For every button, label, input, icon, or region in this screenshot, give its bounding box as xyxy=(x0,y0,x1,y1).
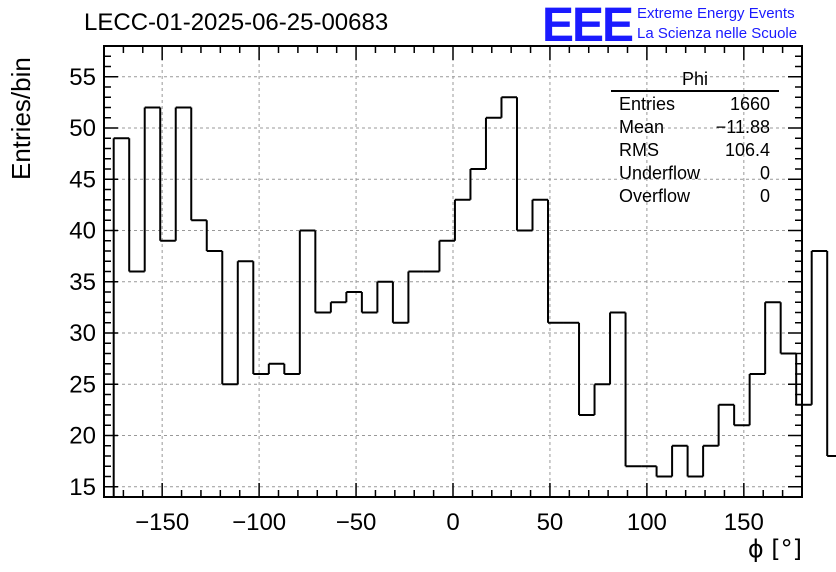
stats-label: Entries xyxy=(619,94,676,114)
stats-value: 106.4 xyxy=(724,140,770,160)
stats-label: RMS xyxy=(619,140,659,160)
x-axis-label: ϕ [°] xyxy=(747,535,802,563)
stats-value: 0 xyxy=(759,186,770,206)
y-tick-label: 55 xyxy=(69,64,96,91)
stats-row-entries: Entries 1660 xyxy=(611,93,779,116)
x-tick-label: −150 xyxy=(135,509,189,536)
y-tick-label: 40 xyxy=(69,218,96,245)
y-axis-label: Entries/bin xyxy=(6,57,36,180)
stats-value: −11.88 xyxy=(715,117,770,137)
y-tick-label: 35 xyxy=(69,269,96,296)
plot-frame xyxy=(103,45,803,498)
x-tick-label: 0 xyxy=(446,509,459,536)
x-tick-label: 50 xyxy=(537,509,564,536)
eee-logo: EEE xyxy=(542,0,634,52)
stats-label: Underflow xyxy=(619,163,701,183)
stats-box: Phi Entries 1660 Mean −11.88 RMS 106.4 U… xyxy=(611,69,779,208)
stats-row-mean: Mean −11.88 xyxy=(611,116,779,139)
stats-row-overflow: Overflow 0 xyxy=(611,185,779,208)
chart-title: LECC-01-2025-06-25-00683 xyxy=(84,9,389,36)
x-tick-label: −50 xyxy=(336,509,377,536)
stats-label: Overflow xyxy=(619,186,691,206)
y-tick-label: 20 xyxy=(69,423,96,450)
stats-row-underflow: Underflow 0 xyxy=(611,162,779,185)
stats-value: 0 xyxy=(759,163,770,183)
stats-row-rms: RMS 106.4 xyxy=(611,139,779,162)
y-tick-label: 30 xyxy=(69,320,96,347)
y-tick-label: 50 xyxy=(69,115,96,142)
stats-title: Phi xyxy=(611,69,779,92)
y-tick-label: 25 xyxy=(69,371,96,398)
x-tick-label: 100 xyxy=(627,509,667,536)
logo-line2: La Scienza nelle Scuole xyxy=(637,25,798,42)
logo-line1: Extreme Energy Events xyxy=(637,5,795,22)
y-tick-label: 15 xyxy=(69,474,96,501)
y-tick-label: 45 xyxy=(69,166,96,193)
histogram-series xyxy=(112,96,836,497)
stats-label: Mean xyxy=(619,117,665,137)
stats-value: 1660 xyxy=(729,94,770,114)
axis-ticks: −150 −100 −50 0 50 100 150 15 20 25 30 35 40 45 50 55 xyxy=(69,45,803,536)
x-tick-label: −100 xyxy=(232,509,286,536)
grid-lines xyxy=(104,46,802,497)
x-tick-label: 150 xyxy=(724,509,764,536)
